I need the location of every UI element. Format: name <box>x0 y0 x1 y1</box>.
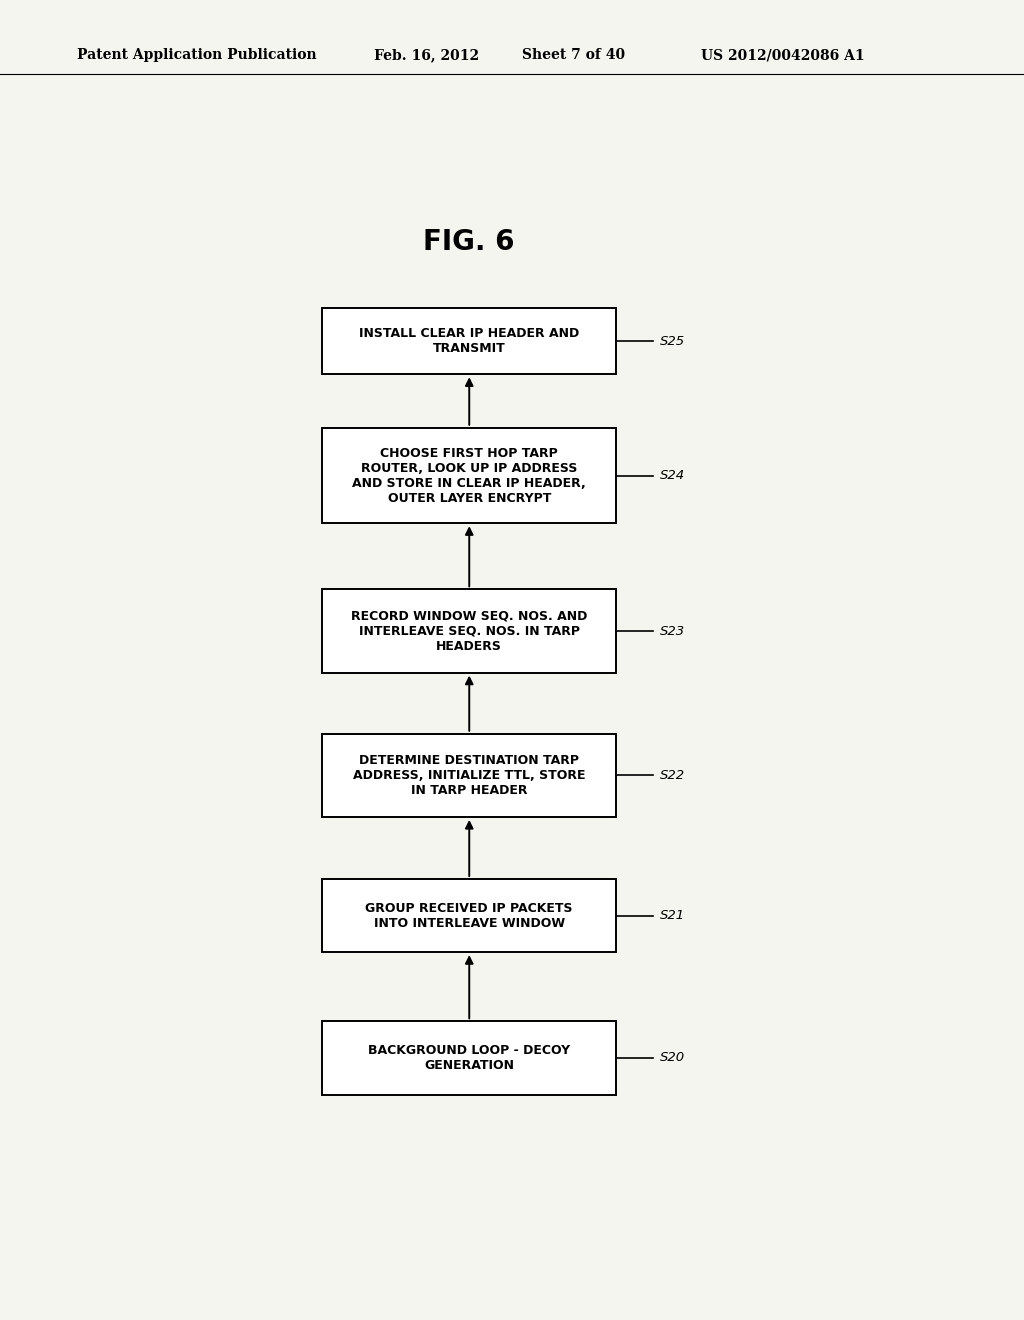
Bar <box>323 428 616 523</box>
Text: CHOOSE FIRST HOP TARP
ROUTER, LOOK UP IP ADDRESS
AND STORE IN CLEAR IP HEADER,
O: CHOOSE FIRST HOP TARP ROUTER, LOOK UP IP… <box>352 446 586 504</box>
Text: Sheet 7 of 40: Sheet 7 of 40 <box>522 49 626 62</box>
Bar <box>323 309 616 375</box>
Text: US 2012/0042086 A1: US 2012/0042086 A1 <box>701 49 865 62</box>
Bar <box>323 589 616 673</box>
Bar <box>323 1022 616 1094</box>
Text: BACKGROUND LOOP - DECOY
GENERATION: BACKGROUND LOOP - DECOY GENERATION <box>369 1044 570 1072</box>
Text: S22: S22 <box>659 768 685 781</box>
Bar <box>323 879 616 952</box>
Text: S24: S24 <box>659 469 685 482</box>
Text: S25: S25 <box>659 335 685 348</box>
Text: GROUP RECEIVED IP PACKETS
INTO INTERLEAVE WINDOW: GROUP RECEIVED IP PACKETS INTO INTERLEAV… <box>366 902 573 929</box>
Text: FIG. 6: FIG. 6 <box>424 228 515 256</box>
Text: DETERMINE DESTINATION TARP
ADDRESS, INITIALIZE TTL, STORE
IN TARP HEADER: DETERMINE DESTINATION TARP ADDRESS, INIT… <box>353 754 586 797</box>
Text: Feb. 16, 2012: Feb. 16, 2012 <box>374 49 479 62</box>
Text: Patent Application Publication: Patent Application Publication <box>77 49 316 62</box>
Text: S23: S23 <box>659 624 685 638</box>
Text: S21: S21 <box>659 909 685 923</box>
Text: RECORD WINDOW SEQ. NOS. AND
INTERLEAVE SEQ. NOS. IN TARP
HEADERS: RECORD WINDOW SEQ. NOS. AND INTERLEAVE S… <box>351 610 588 652</box>
Text: INSTALL CLEAR IP HEADER AND
TRANSMIT: INSTALL CLEAR IP HEADER AND TRANSMIT <box>359 327 580 355</box>
Bar <box>323 734 616 817</box>
Text: S20: S20 <box>659 1052 685 1064</box>
